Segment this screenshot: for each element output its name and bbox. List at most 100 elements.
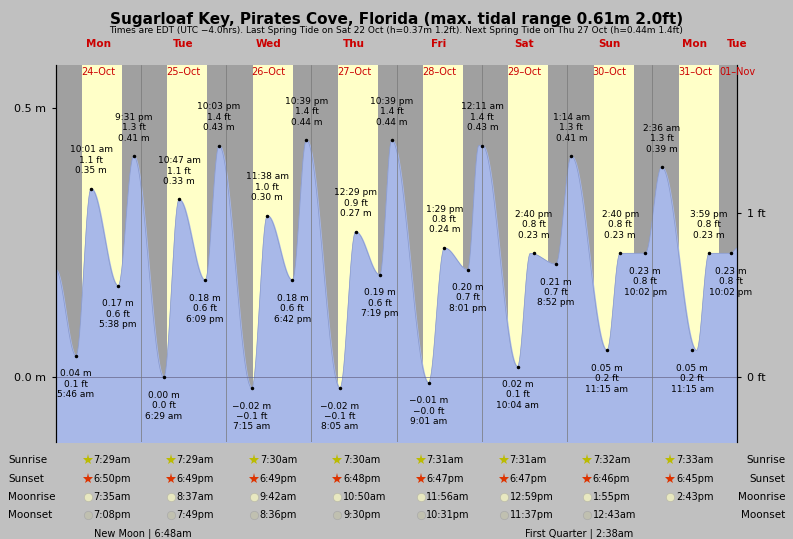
Text: First Quarter | 2:38am: First Quarter | 2:38am [525, 528, 633, 539]
Text: 0.18 m
0.6 ft
6:09 pm: 0.18 m 0.6 ft 6:09 pm [186, 294, 224, 323]
Text: 30–Oct: 30–Oct [592, 67, 626, 78]
Text: New Moon | 6:48am: New Moon | 6:48am [94, 528, 192, 539]
Text: 7:31am: 7:31am [427, 455, 463, 465]
Text: 0.23 m
0.8 ft
10:02 pm: 0.23 m 0.8 ft 10:02 pm [623, 267, 667, 296]
Text: Times are EDT (UTC −4.0hrs). Last Spring Tide on Sat 22 Oct (h=0.37m 1.2ft). Nex: Times are EDT (UTC −4.0hrs). Last Spring… [109, 26, 684, 35]
Text: 7:08pm: 7:08pm [94, 510, 131, 520]
Text: Fri: Fri [431, 38, 446, 49]
Bar [423, 65, 463, 442]
Text: Sunrise: Sunrise [746, 455, 785, 465]
Bar [338, 65, 377, 442]
Text: 2:43pm: 2:43pm [676, 492, 714, 502]
Text: 6:47pm: 6:47pm [509, 474, 547, 483]
Text: 0.23 m
0.8 ft
10:02 pm: 0.23 m 0.8 ft 10:02 pm [709, 267, 752, 296]
Bar [207, 65, 226, 442]
Text: 0.18 m
0.6 ft
6:42 pm: 0.18 m 0.6 ft 6:42 pm [274, 294, 311, 323]
Text: 10:01 am
1.1 ft
0.35 m: 10:01 am 1.1 ft 0.35 m [70, 146, 113, 175]
Text: 6:47pm: 6:47pm [427, 474, 464, 483]
Bar [226, 65, 253, 442]
Bar [653, 65, 679, 442]
Text: −0.02 m
−0.1 ft
8:05 am: −0.02 m −0.1 ft 8:05 am [320, 402, 359, 431]
Text: Thu: Thu [343, 38, 365, 49]
Text: 10:39 pm
1.4 ft
0.44 m: 10:39 pm 1.4 ft 0.44 m [370, 97, 413, 127]
Text: 0.05 m
0.2 ft
11:15 am: 0.05 m 0.2 ft 11:15 am [585, 364, 629, 393]
Text: 3:59 pm
0.8 ft
0.23 m: 3:59 pm 0.8 ft 0.23 m [690, 210, 728, 240]
Text: Tue: Tue [727, 38, 748, 49]
Text: 1:55pm: 1:55pm [593, 492, 630, 502]
Text: Sunset: Sunset [8, 474, 44, 483]
Text: 7:29am: 7:29am [94, 455, 131, 465]
Bar [634, 65, 653, 442]
Text: 6:49pm: 6:49pm [177, 474, 214, 483]
Text: 1:29 pm
0.8 ft
0.24 m: 1:29 pm 0.8 ft 0.24 m [426, 205, 463, 234]
Text: 9:31 pm
1.3 ft
0.41 m: 9:31 pm 1.3 ft 0.41 m [115, 113, 152, 143]
Text: Sunrise: Sunrise [8, 455, 47, 465]
Text: 8:37am: 8:37am [177, 492, 213, 502]
Bar [141, 65, 167, 442]
Bar [122, 65, 141, 442]
Bar [594, 65, 634, 442]
Text: 7:49pm: 7:49pm [177, 510, 214, 520]
Bar [718, 65, 737, 442]
Text: Moonset: Moonset [8, 510, 52, 520]
Text: 25–Oct: 25–Oct [167, 67, 201, 78]
Text: 12:59pm: 12:59pm [509, 492, 554, 502]
Text: 7:31am: 7:31am [509, 455, 546, 465]
Bar [737, 65, 764, 442]
Text: 10:03 pm
1.4 ft
0.43 m: 10:03 pm 1.4 ft 0.43 m [197, 102, 241, 132]
Text: 0.21 m
0.7 ft
8:52 pm: 0.21 m 0.7 ft 8:52 pm [537, 278, 575, 307]
Text: Sun: Sun [599, 38, 621, 49]
Text: 10:31pm: 10:31pm [427, 510, 469, 520]
Text: 0.17 m
0.6 ft
5:38 pm: 0.17 m 0.6 ft 5:38 pm [99, 299, 137, 329]
Bar [167, 65, 207, 442]
Text: 9:30pm: 9:30pm [343, 510, 381, 520]
Text: 10:47 am
1.1 ft
0.33 m: 10:47 am 1.1 ft 0.33 m [158, 156, 201, 186]
Bar [463, 65, 482, 442]
Text: 0.20 m
0.7 ft
8:01 pm: 0.20 m 0.7 ft 8:01 pm [449, 283, 486, 313]
Bar [396, 65, 423, 442]
Text: Moonrise: Moonrise [737, 492, 785, 502]
Bar [508, 65, 548, 442]
Text: Mon: Mon [86, 38, 111, 49]
Text: 2:40 pm
0.8 ft
0.23 m: 2:40 pm 0.8 ft 0.23 m [602, 210, 639, 240]
Text: 6:50pm: 6:50pm [94, 474, 131, 483]
Text: 6:45pm: 6:45pm [676, 474, 714, 483]
Bar [312, 65, 338, 442]
Text: −0.02 m
−0.1 ft
7:15 am: −0.02 m −0.1 ft 7:15 am [232, 402, 271, 431]
Text: 0.19 m
0.6 ft
7:19 pm: 0.19 m 0.6 ft 7:19 pm [361, 288, 399, 318]
Text: 0.00 m
0.0 ft
6:29 am: 0.00 m 0.0 ft 6:29 am [145, 391, 182, 420]
Text: Sugarloaf Key, Pirates Cove, Florida (max. tidal range 0.61m 2.0ft): Sugarloaf Key, Pirates Cove, Florida (ma… [110, 12, 683, 27]
Bar [293, 65, 312, 442]
Text: 24–Oct: 24–Oct [81, 67, 115, 78]
Text: Moonrise: Moonrise [8, 492, 56, 502]
Text: 29–Oct: 29–Oct [508, 67, 542, 78]
Text: 26–Oct: 26–Oct [251, 67, 285, 78]
Text: 7:30am: 7:30am [260, 455, 297, 465]
Text: Tue: Tue [173, 38, 193, 49]
Bar [253, 65, 293, 442]
Bar [737, 65, 764, 442]
Text: 7:35am: 7:35am [94, 492, 131, 502]
Bar [56, 65, 82, 442]
Text: 6:48pm: 6:48pm [343, 474, 381, 483]
Bar [377, 65, 396, 442]
Text: 0.05 m
0.2 ft
11:15 am: 0.05 m 0.2 ft 11:15 am [671, 364, 714, 393]
Text: 27–Oct: 27–Oct [337, 67, 371, 78]
Bar [548, 65, 567, 442]
Text: 8:36pm: 8:36pm [260, 510, 297, 520]
Text: 12:29 pm
0.9 ft
0.27 m: 12:29 pm 0.9 ft 0.27 m [334, 189, 377, 218]
Text: 10:50am: 10:50am [343, 492, 386, 502]
Text: Sunset: Sunset [749, 474, 785, 483]
Text: 11:38 am
1.0 ft
0.30 m: 11:38 am 1.0 ft 0.30 m [246, 172, 289, 202]
Text: 6:49pm: 6:49pm [260, 474, 297, 483]
Text: −0.01 m
−0.0 ft
9:01 am: −0.01 m −0.0 ft 9:01 am [409, 396, 448, 426]
Text: 12:43am: 12:43am [593, 510, 636, 520]
Bar [82, 65, 122, 442]
Text: 31–Oct: 31–Oct [678, 67, 712, 78]
Bar [679, 65, 718, 442]
Text: 01–Nov: 01–Nov [719, 67, 756, 78]
Text: 11:56am: 11:56am [427, 492, 469, 502]
Text: 28–Oct: 28–Oct [422, 67, 456, 78]
Text: Mon: Mon [682, 38, 707, 49]
Text: 7:32am: 7:32am [593, 455, 630, 465]
